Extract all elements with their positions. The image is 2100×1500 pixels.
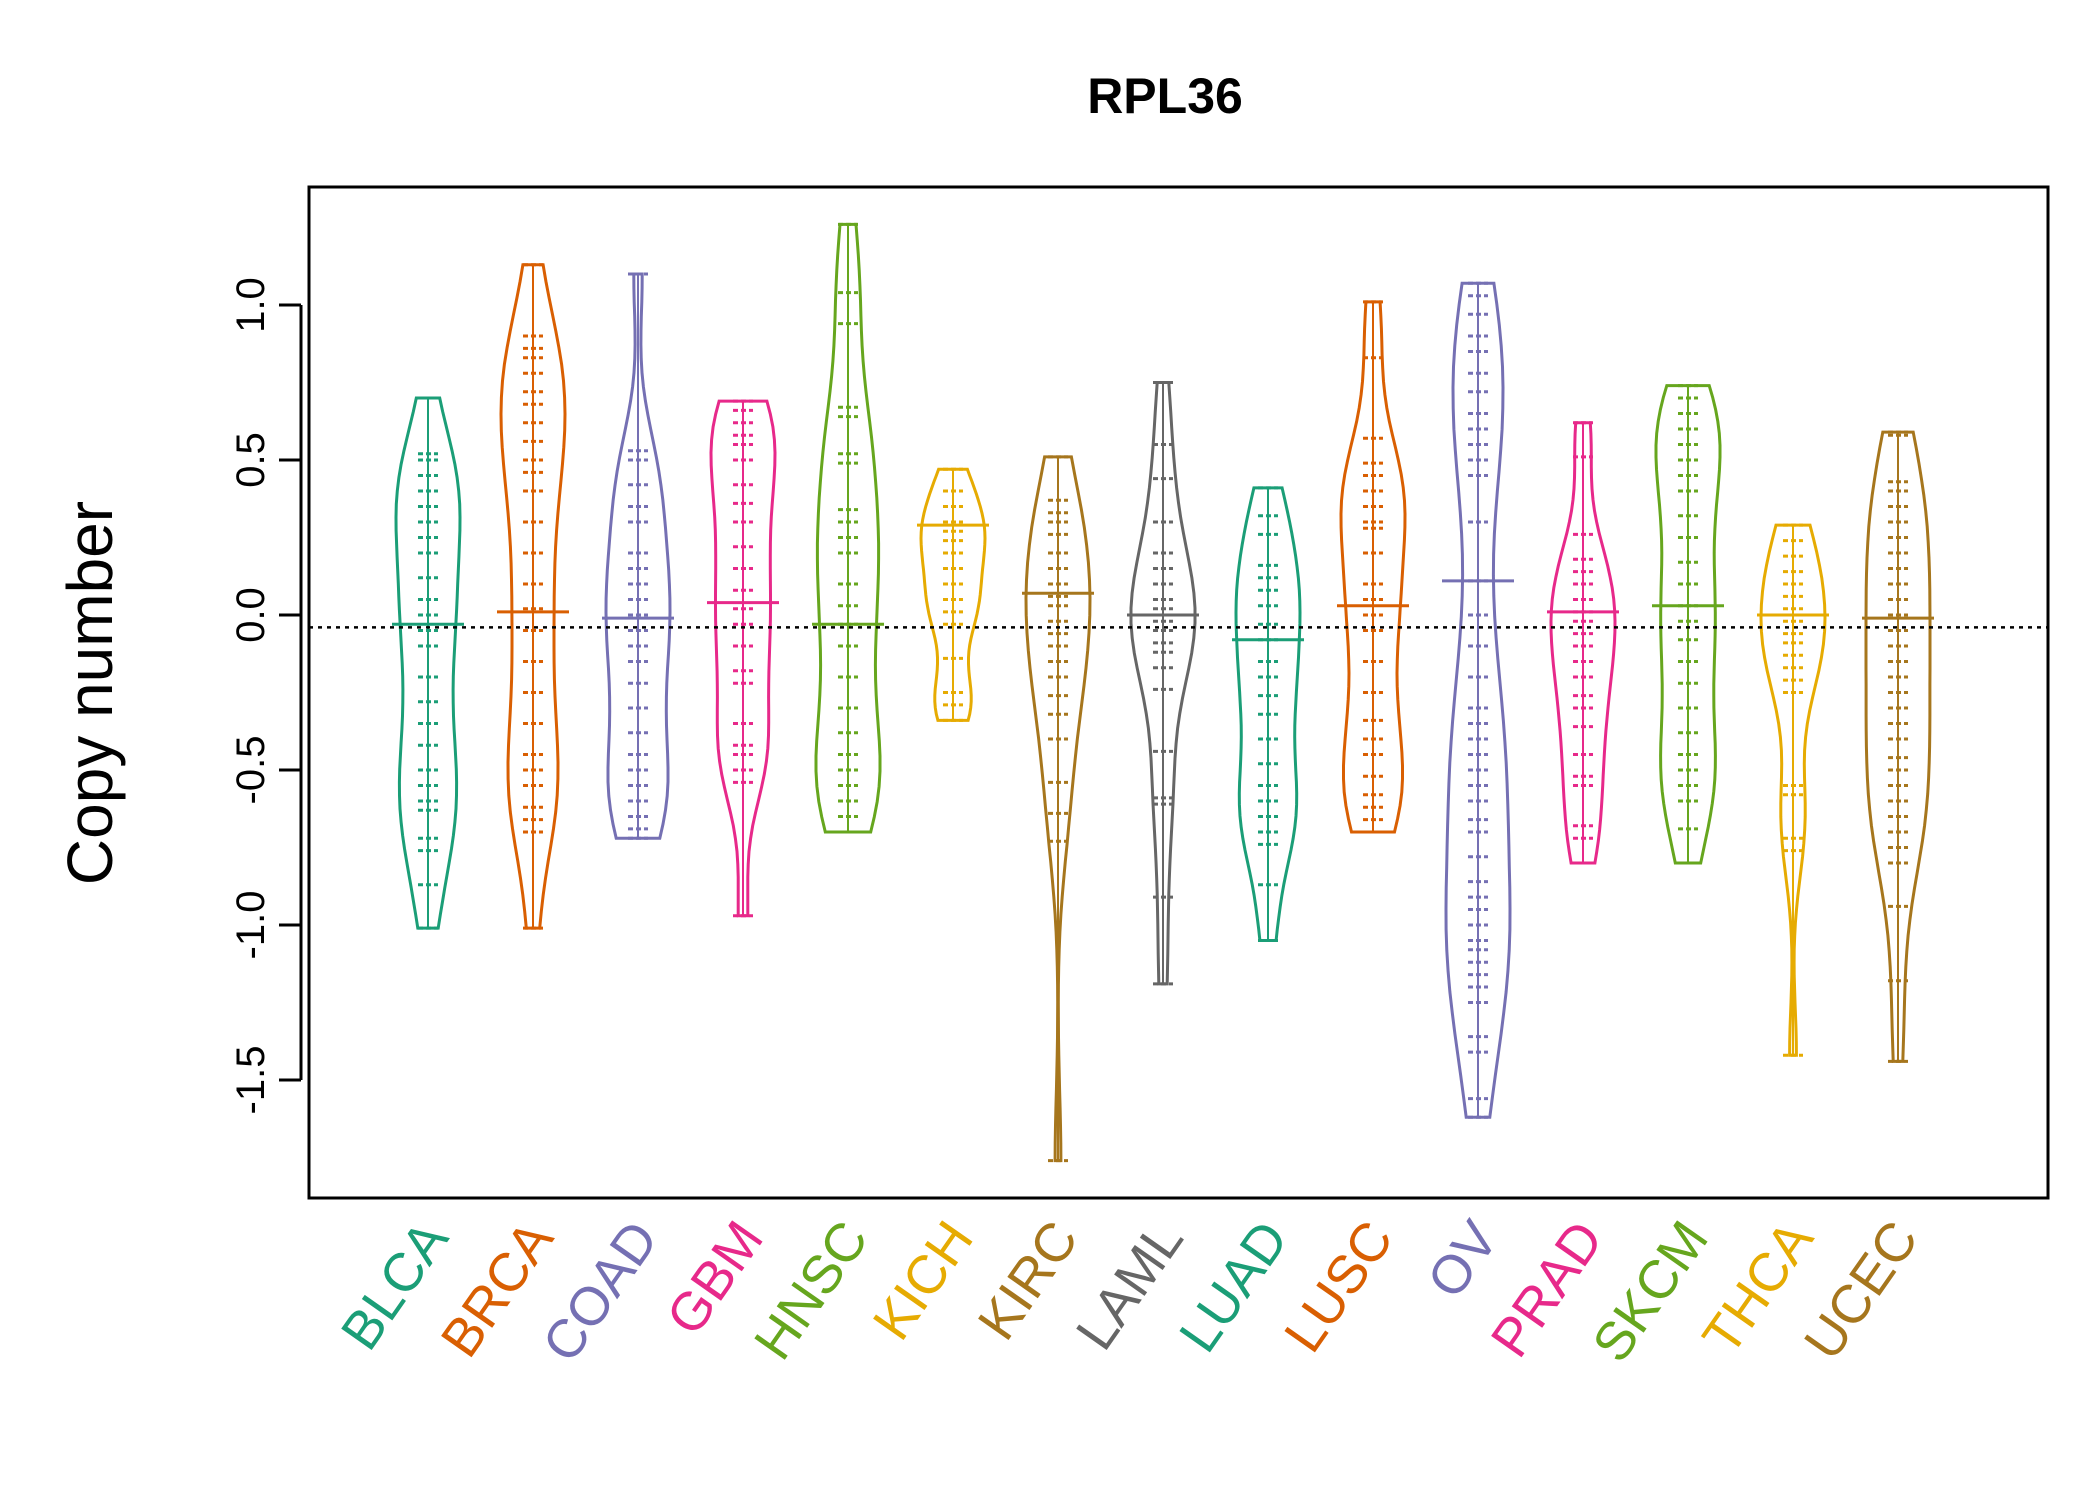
x-tick-label-lusc: LUSC (1273, 1210, 1405, 1362)
bean-density (919, 467, 987, 722)
bean-lusc (1337, 300, 1409, 834)
bean-density (814, 222, 882, 834)
bean-density (1654, 384, 1722, 865)
x-tick-label-kich: KICH (862, 1210, 985, 1350)
x-tick-label-skcm: SKCM (1581, 1210, 1720, 1372)
y-axis-label: Copy number (54, 501, 126, 885)
bean-density (1444, 281, 1512, 1119)
bean-ucec (1862, 430, 1934, 1063)
bean-prad (1547, 421, 1619, 865)
x-tick-label-ov: OV (1416, 1210, 1510, 1308)
x-tick-label-luad: LUAD (1168, 1210, 1300, 1362)
bean-density (1339, 300, 1407, 834)
bean-brca (497, 263, 569, 930)
x-tick-label-coad: COAD (531, 1210, 670, 1372)
bean-density (1024, 455, 1092, 1163)
bean-density (709, 399, 777, 918)
plot-frame (307, 185, 2050, 1200)
y-tick-label: -1.0 (229, 891, 273, 960)
bean-thca (1757, 523, 1829, 1057)
bean-hnsc (812, 222, 884, 834)
y-tick-label: 1.0 (229, 277, 273, 333)
bean-laml (1127, 381, 1199, 986)
bean-kich (917, 467, 989, 722)
bean-density (1864, 430, 1932, 1063)
bean-ov (1442, 281, 1514, 1119)
bean-gbm (707, 399, 779, 918)
bean-density (1549, 421, 1617, 865)
x-tick-label-ucec: UCEC (1793, 1210, 1930, 1370)
y-tick-label: 0.5 (229, 432, 273, 488)
bean-coad (602, 272, 674, 840)
beans-layer (392, 222, 1934, 1163)
y-tick-label: -0.5 (229, 736, 273, 805)
bean-skcm (1652, 384, 1724, 865)
bean-density (1129, 381, 1197, 986)
x-tick-label-hnsc: HNSC (743, 1210, 880, 1370)
y-tick-label: -1.5 (229, 1046, 273, 1115)
bean-kirc (1022, 455, 1094, 1163)
bean-density (394, 396, 462, 930)
bean-luad (1232, 486, 1304, 942)
x-tick-label-laml: LAML (1065, 1210, 1195, 1360)
bean-density (1759, 523, 1827, 1057)
bean-blca (392, 396, 464, 930)
bean-density (604, 272, 672, 840)
y-tick-label: 0.0 (229, 587, 273, 643)
chart-title: RPL36 (1087, 68, 1243, 124)
y-axis: 1.0 0.5 0.0 -0.5 -1.0 -1.5 (229, 277, 303, 1115)
